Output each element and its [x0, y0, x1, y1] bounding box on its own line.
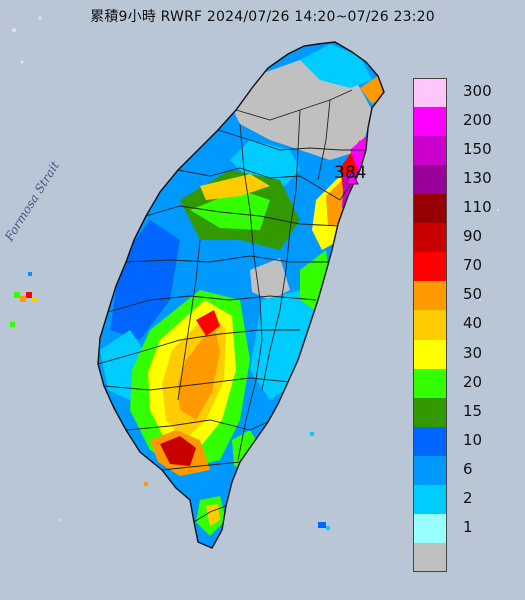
legend-row: 70 — [413, 252, 511, 282]
legend-label: 1 — [463, 517, 473, 536]
legend-row: 1 — [413, 513, 511, 543]
legend-row: 130 — [413, 165, 511, 195]
legend-label: 40 — [463, 314, 483, 333]
legend-swatch — [413, 78, 447, 108]
legend-row: 10 — [413, 426, 511, 456]
legend-swatch — [413, 339, 447, 369]
legend-row: 30 — [413, 339, 511, 369]
legend-label: 90 — [463, 227, 483, 246]
legend-swatch — [413, 484, 447, 514]
legend-row: 50 — [413, 281, 511, 311]
legend-swatch — [413, 310, 447, 340]
legend-label: 200 — [463, 111, 492, 130]
legend-label: 10 — [463, 430, 483, 449]
legend-label: 15 — [463, 401, 483, 420]
legend-swatch — [413, 397, 447, 427]
legend-label: 50 — [463, 285, 483, 304]
offshore-echoes — [10, 272, 330, 530]
rain-fields — [100, 44, 384, 536]
island-outline — [97, 41, 385, 549]
legend-swatch — [413, 426, 447, 456]
legend-row — [413, 542, 511, 572]
legend-swatch — [413, 223, 447, 253]
map-title: 累積9小時 RWRF 2024/07/26 14:20~07/26 23:20 — [90, 9, 435, 25]
legend-swatch — [413, 194, 447, 224]
legend-swatch — [413, 542, 447, 572]
district-boundaries — [98, 89, 366, 523]
legend-swatch — [413, 136, 447, 166]
legend-swatch — [413, 281, 447, 311]
legend-label: 110 — [463, 198, 492, 217]
legend-swatch — [413, 513, 447, 543]
legend-row: 6 — [413, 455, 511, 485]
legend-swatch — [413, 455, 447, 485]
legend-row: 90 — [413, 223, 511, 253]
legend-row: 110 — [413, 194, 511, 224]
legend-swatch — [413, 252, 447, 282]
legend-label: 300 — [463, 82, 492, 100]
legend-swatch — [413, 107, 447, 137]
legend-row: 15 — [413, 397, 511, 427]
max-rainfall-marker — [345, 170, 359, 185]
legend-swatch — [413, 165, 447, 195]
max-rainfall-value: 384 — [334, 163, 367, 183]
legend-label: 6 — [463, 459, 473, 478]
legend-label: 70 — [463, 256, 483, 275]
legend-row: 150 — [413, 136, 511, 166]
legend-row: 300 — [413, 78, 511, 108]
legend-swatch — [413, 368, 447, 398]
legend-row: 200 — [413, 107, 511, 137]
legend-row: 20 — [413, 368, 511, 398]
rainfall-legend: 1 2 6 10 15 20 30 40 50 70 90 110 130 150 200 300 — [413, 78, 511, 572]
legend-label: 130 — [463, 169, 492, 188]
legend-label: 30 — [463, 343, 483, 362]
legend-label: 2 — [463, 488, 473, 507]
legend-label: 20 — [463, 372, 483, 391]
legend-row: 2 — [413, 484, 511, 514]
legend-label: 150 — [463, 140, 492, 159]
legend-row: 40 — [413, 310, 511, 340]
